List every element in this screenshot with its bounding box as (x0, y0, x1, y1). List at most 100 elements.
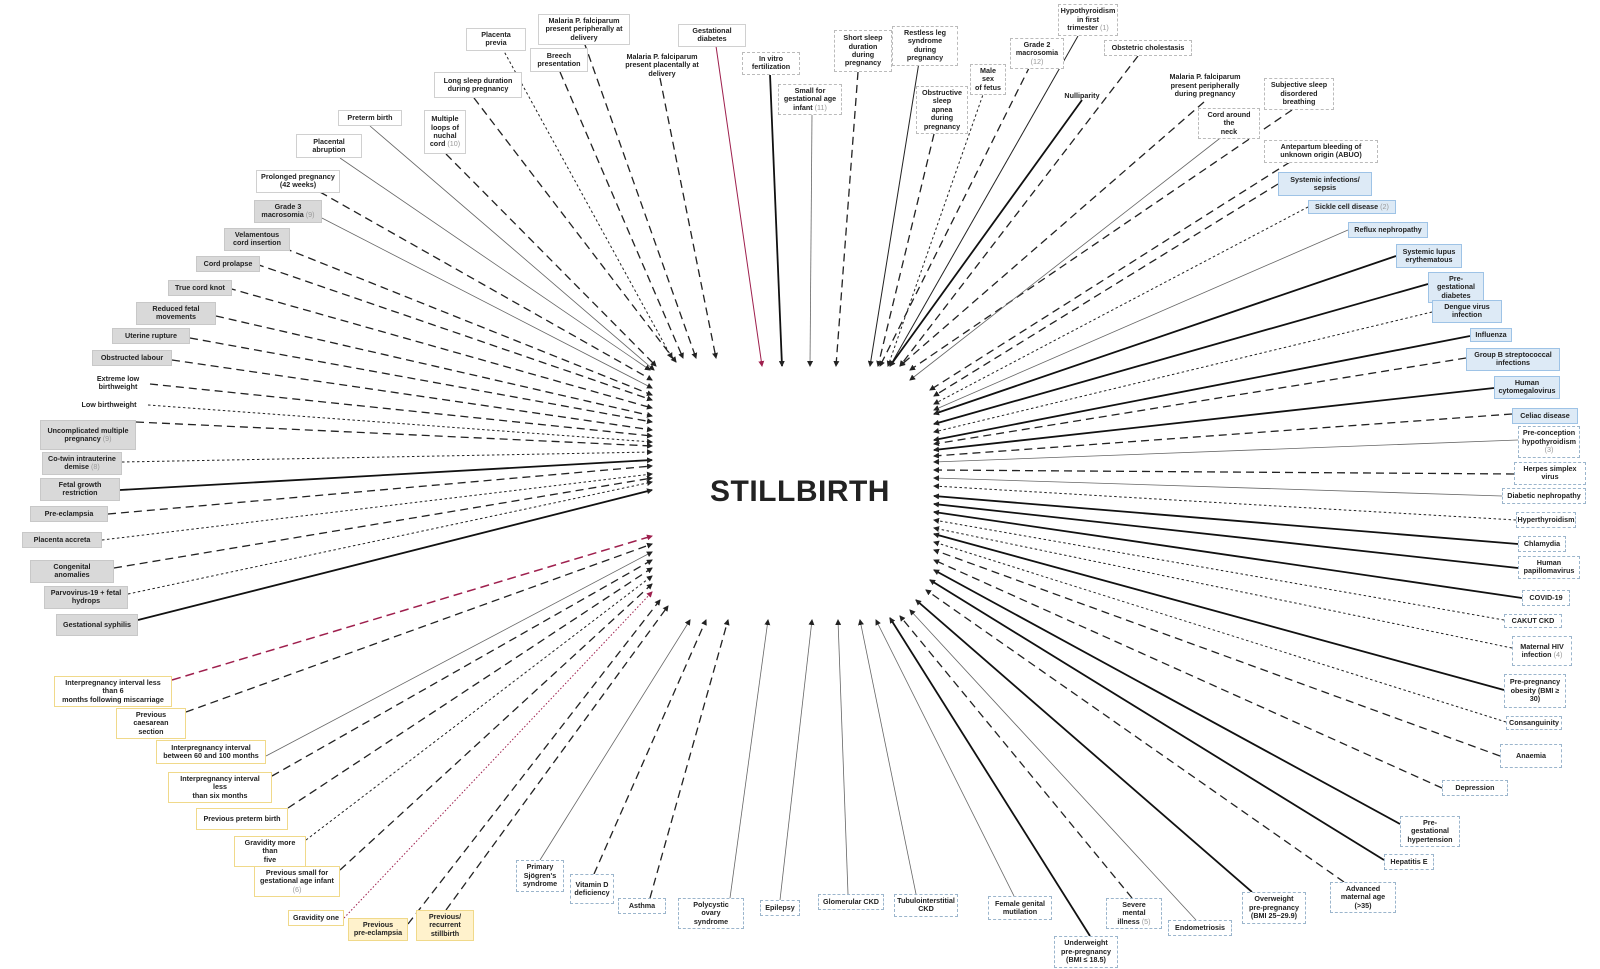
node-count: (2) (1378, 202, 1389, 211)
edge-advanced-age (925, 589, 1345, 883)
node-multiple-loops: Multiple loops of nuchal cord (10) (424, 110, 466, 154)
node-label: Asthma (628, 900, 656, 910)
edge-diabetic-nephropathy (933, 475, 1503, 497)
node-label: In vitro fertilization (751, 54, 791, 72)
node-label: Reduced fetal movements (152, 304, 200, 322)
edge-severe-mental (899, 615, 1133, 899)
node-label: Short sleep duration during pregnancy (843, 33, 883, 68)
node-label: Antepartum bleeding of unknown origin (A… (1280, 142, 1362, 160)
node-reduced-movements: Reduced fetal movements (136, 302, 216, 325)
edge-placenta-accreta (101, 471, 653, 541)
edge-prev-sga (339, 583, 653, 871)
node-label: Previous small for gestational age infan… (260, 868, 334, 894)
edge-uterine-rupture (189, 337, 653, 425)
node-label: Obstructed labour (100, 352, 164, 362)
node-label: Consanguinity (1509, 718, 1559, 727)
edge-pregestational-diabetes (933, 283, 1429, 426)
edge-hpv (933, 501, 1519, 569)
edge-malaria-placental (659, 77, 718, 359)
node-prolonged-pregnancy: Prolonged pregnancy (42 weeks) (256, 170, 340, 193)
edge-osa (876, 133, 935, 367)
node-male-sex: Male sex of fetus (970, 64, 1006, 96)
edge-systemic-infections (933, 183, 1279, 397)
node-long-sleep: Long sleep duration during pregnancy (434, 72, 522, 98)
node-hypothyroidism-first: Hypothyroidism in first trimester (1) (1058, 4, 1118, 36)
node-label: Extreme low birthweight (96, 374, 140, 392)
edge-glomerular (835, 619, 849, 895)
node-label: Celiac disease (1520, 410, 1570, 420)
edge-chlamydia (933, 493, 1519, 545)
node-asthma: Asthma (618, 898, 666, 914)
edge-congenital-anomalies (113, 475, 653, 569)
node-label: Fetal growth restriction (58, 480, 102, 498)
node-label: Pre-conception hypothyroidism (3) (1522, 428, 1576, 455)
node-label: Overweight pre-pregnancy (BMI 25−29.9) (1249, 894, 1299, 921)
node-ipi-6: Interpregnancy interval less than six mo… (168, 772, 272, 804)
node-label: Uncomplicated multiple pregnancy (9) (47, 425, 129, 443)
edge-ivf (769, 73, 785, 367)
edge-gbs (933, 357, 1467, 447)
node-ipi-60-100: Interpregnancy interval between 60 and 1… (156, 740, 266, 764)
edge-depression (933, 559, 1443, 789)
node-celiac: Celiac disease (1512, 408, 1578, 424)
node-cord-prolapse: Cord prolapse (196, 256, 260, 272)
node-parvovirus: Parvovirus-19 + fetal hydrops (44, 586, 128, 609)
edge-sga (807, 113, 814, 367)
node-label: Pre-gestational hypertension (1407, 818, 1453, 844)
node-reflux-nephropathy: Reflux nephropathy (1348, 222, 1428, 238)
node-gravidity-one: Gravidity one (288, 910, 344, 926)
node-label: Diabetic nephropathy (1507, 490, 1581, 500)
edge-pregest-hypertension (933, 569, 1401, 825)
node-label: Human cytomegalovirus (1498, 378, 1556, 396)
edge-gestational-syphilis (137, 488, 653, 621)
node-systemic-infections: Systemic infections/ sepsis (1278, 172, 1372, 196)
edge-preterm-birth (369, 125, 655, 371)
node-label: Interpregnancy interval less than six mo… (180, 774, 260, 800)
edge-hypothyroidism-first (889, 35, 1079, 367)
edge-grade3-macrosomia (317, 215, 653, 389)
node-label: Interpregnancy interval between 60 and 1… (163, 742, 259, 760)
node-grade3-macrosomia: Grade 3 macrosomia (9) (254, 200, 322, 223)
node-label: Chlamydia (1523, 538, 1561, 548)
node-label: Nulliparity (1064, 90, 1100, 100)
node-fgr: Fetal growth restriction (40, 478, 120, 501)
edge-lbw (147, 404, 653, 445)
node-lbw: Low birthweight (70, 398, 148, 412)
node-malaria-peripheral-delivery: Malaria P. falciparum present peripheral… (538, 14, 630, 46)
node-extreme-lbw: Extreme low birthweight (90, 372, 146, 395)
node-cotwin-demise: Co-twin intrauterine demise (8) (42, 452, 122, 475)
edge-preconception-hypo (933, 439, 1519, 465)
node-count: (12) (1030, 56, 1044, 66)
edge-restless-leg (867, 55, 921, 367)
node-label: Influenza (1475, 330, 1507, 339)
node-gravidity-five: Gravidity more than five (234, 836, 306, 868)
node-label: Interpregnancy interval less than 6 mont… (62, 678, 164, 704)
edge-covid (933, 509, 1523, 599)
node-label: Underweight pre-pregnancy (BMI ≤ 18.5) (1061, 938, 1111, 965)
node-count: (4) (1551, 650, 1563, 659)
node-label: Previous caesarean section (133, 710, 169, 736)
node-grade2-macrosomia: Grade 2 macrosomia (12) (1010, 38, 1064, 70)
node-restless-leg: Restless leg syndrome during pregnancy (892, 26, 958, 66)
node-label: Co-twin intrauterine demise (8) (48, 454, 116, 472)
node-uterine-rupture: Uterine rupture (112, 328, 190, 344)
edge-male-sex (886, 85, 987, 367)
node-count: (1) (1097, 23, 1109, 33)
node-osa: Obstructive sleep apnea during pregnancy (916, 86, 968, 135)
node-label: Polycystic ovary syndrome (693, 900, 729, 926)
node-label: Obstructive sleep apnea during pregnancy (922, 88, 962, 131)
node-preterm-birth: Preterm birth (338, 110, 402, 126)
node-uncomplicated-multiple: Uncomplicated multiple pregnancy (9) (40, 420, 136, 450)
node-label: Malaria P. falciparum present placentall… (625, 52, 699, 78)
node-malaria-peripheral-pregnancy: Malaria P. falciparum present peripheral… (1158, 70, 1252, 102)
edge-reflux-nephropathy (933, 229, 1349, 411)
node-label: Advanced maternal age (>35) (1340, 884, 1386, 910)
node-glomerular: Glomerular CKD (818, 894, 884, 910)
node-abuo: Antepartum bleeding of unknown origin (A… (1264, 140, 1378, 163)
node-label: Hyperthyroidism (1517, 514, 1575, 524)
node-label: Dengue virus infection (1444, 302, 1490, 320)
node-obstetric-cholestasis: Obstetric cholestasis (1104, 40, 1192, 56)
node-label: Hepatitis E (1390, 856, 1428, 866)
node-label: Gestational diabetes (692, 26, 732, 44)
